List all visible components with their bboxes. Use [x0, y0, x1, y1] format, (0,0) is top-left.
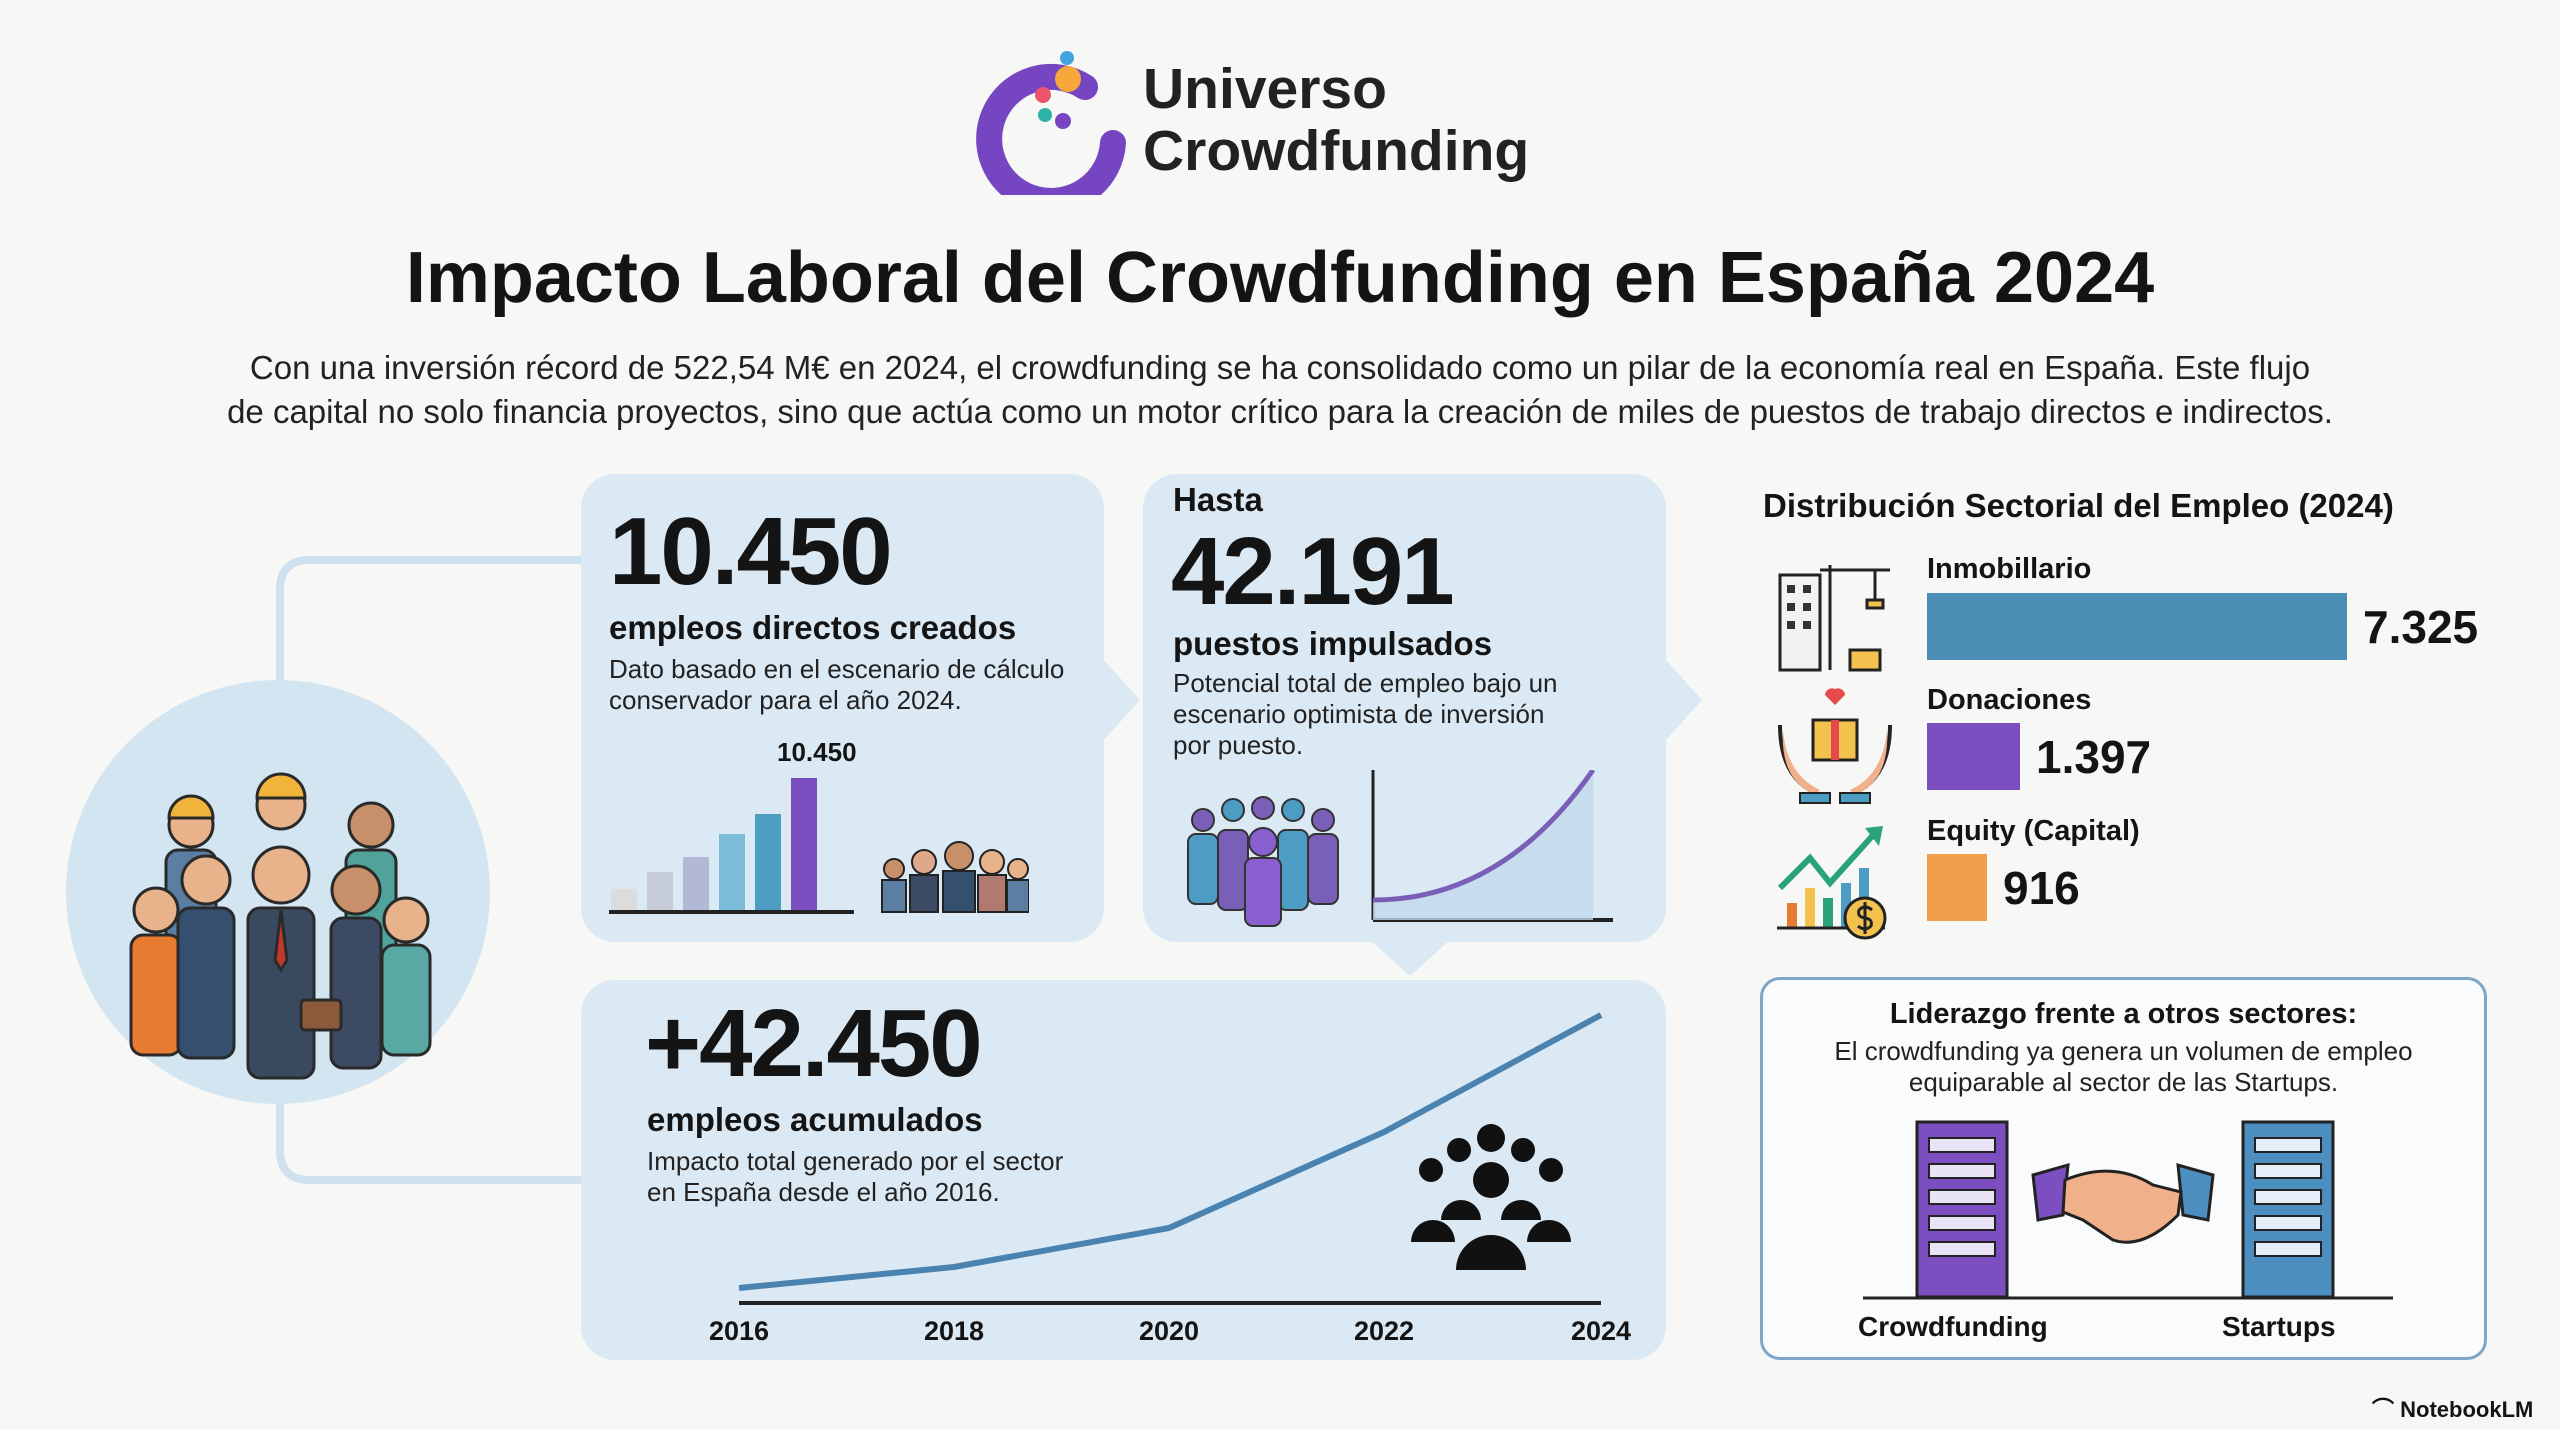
crowd-and-curve — [1187, 770, 1613, 927]
bar — [791, 778, 817, 912]
brand-name: Universo Crowdfunding — [1143, 58, 1529, 182]
brand-logo-icon — [976, 51, 1126, 195]
card-arrow-icon — [1666, 660, 1702, 740]
bar — [611, 889, 637, 912]
startups-label: Startups — [2222, 1311, 2336, 1342]
sector-value: 7.325 — [2363, 601, 2479, 653]
year-tick-label: 2020 — [1138, 1316, 1200, 1346]
footer-brand: NotebookLM — [2400, 1397, 2534, 1422]
crowd-icon — [1187, 796, 1339, 927]
donation-gift-hands-icon — [1778, 688, 1892, 804]
growth-curve — [1372, 770, 1596, 903]
cumulative-jobs-desc: Impacto total generado por el sector en E… — [647, 1146, 1063, 1208]
crowdfunding-label: Crowdfunding — [1858, 1311, 2048, 1342]
workers-circle — [66, 680, 490, 1104]
sector-label-equity: Equity (Capital) — [1927, 815, 2140, 847]
connector-lines — [276, 556, 585, 1184]
notebooklm-watermark: ⌒ NotebookLM — [2372, 1396, 2533, 1424]
startups-tower-icon — [2241, 1120, 2335, 1299]
desc-line: conservador para el año 2024. — [609, 685, 962, 715]
bar-value-label: 10.450 — [777, 737, 857, 767]
card-potential-jobs: Hasta 42.191 puestos impulsados Potencia… — [1143, 474, 1666, 942]
building-crane-icon — [1778, 565, 1890, 672]
desc-line: Impacto total generado por el sector — [647, 1146, 1064, 1176]
desc-line: escenario optimista de inversión — [1173, 699, 1545, 729]
cumulative-line-chart — [738, 1012, 1603, 1305]
year-tick-label: 2022 — [1353, 1316, 1415, 1346]
potential-jobs-desc: Potencial total de empleo bajo un escenar… — [1173, 668, 1558, 761]
handshake-comparison — [1863, 1120, 2393, 1300]
intro-line: Con una inversión récord de 522,54 M€ en… — [249, 349, 2311, 386]
direct-jobs-value: 10.450 — [609, 498, 893, 605]
brand-line1: Universo — [1143, 57, 1387, 121]
desc-line: Dato basado en el escenario de cálculo — [609, 654, 1065, 684]
bar — [755, 814, 781, 912]
year-tick-label: 2016 — [708, 1316, 770, 1346]
potential-jobs-label: puestos impulsados — [1173, 625, 1493, 662]
desc-line: El crowdfunding ya genera un volumen de … — [1834, 1036, 2413, 1066]
group-people-icon — [1411, 1124, 1571, 1270]
intro-line: de capital no solo financia proyectos, s… — [227, 393, 2333, 430]
bar — [719, 834, 745, 912]
card-direct-jobs: 10.450 empleos directos creados Dato bas… — [581, 474, 1104, 942]
desc-line: Potencial total de empleo bajo un — [1173, 668, 1558, 698]
desc-line: por puesto. — [1173, 730, 1304, 760]
notebooklm-icon: ⌒ — [2372, 1397, 2401, 1422]
workers-group-icon — [129, 772, 432, 1080]
potential-prefix: Hasta — [1173, 481, 1263, 518]
card-arrow-down-icon — [1370, 940, 1450, 976]
brand-line2: Crowdfunding — [1143, 119, 1530, 183]
year-tick-label: 2018 — [923, 1316, 985, 1346]
handshake-icon — [2031, 1162, 2215, 1244]
bar — [647, 872, 673, 912]
business-people-icon — [881, 841, 1029, 913]
desc-line: en España desde el año 2016. — [647, 1177, 1000, 1207]
intro-text: Con una inversión récord de 522,54 M€ en… — [0, 346, 2560, 434]
card-arrow-icon — [1104, 660, 1140, 740]
direct-jobs-label: empleos directos creados — [609, 609, 1017, 646]
leadership-desc: El crowdfunding ya genera un volumen de … — [1763, 1036, 2484, 1098]
desc-line: equiparable al sector de las Startups. — [1908, 1067, 2339, 1097]
sector-label-donaciones: Donaciones — [1927, 684, 2092, 716]
sector-bar — [1927, 854, 1987, 921]
crowdfunding-tower-icon — [1915, 1120, 2009, 1299]
sector-bar — [1927, 593, 2347, 660]
potential-jobs-value: 42.191 — [1171, 518, 1455, 625]
sector-chart-title: Distribución Sectorial del Empleo (2024) — [1763, 487, 2394, 524]
bar — [683, 857, 709, 912]
growth-bars — [609, 778, 1029, 914]
cumulative-jobs-value: +42.450 — [645, 990, 983, 1097]
sector-value: 1.397 — [2036, 731, 2152, 783]
leadership-box: Liderazgo frente a otros sectores: El cr… — [1760, 977, 2487, 1360]
cumulative-jobs-label: empleos acumulados — [647, 1101, 983, 1138]
sector-value: 916 — [2003, 862, 2080, 914]
year-tick-label: 2024 — [1570, 1316, 1632, 1346]
sector-bar — [1927, 723, 2020, 790]
page-title: Impacto Laboral del Crowdfunding en Espa… — [405, 238, 2155, 318]
sector-label-inmobiliario: Inmobillario — [1927, 553, 2092, 585]
leadership-title: Liderazgo frente a otros sectores: — [1889, 998, 2358, 1030]
direct-jobs-desc: Dato basado en el escenario de cálculo co… — [609, 654, 1064, 716]
equity-growth-chart-icon — [1777, 826, 1887, 940]
card-cumulative-jobs: +42.450 empleos acumulados Impacto total… — [581, 980, 1666, 1360]
cumulative-series-line — [738, 1012, 1603, 1291]
